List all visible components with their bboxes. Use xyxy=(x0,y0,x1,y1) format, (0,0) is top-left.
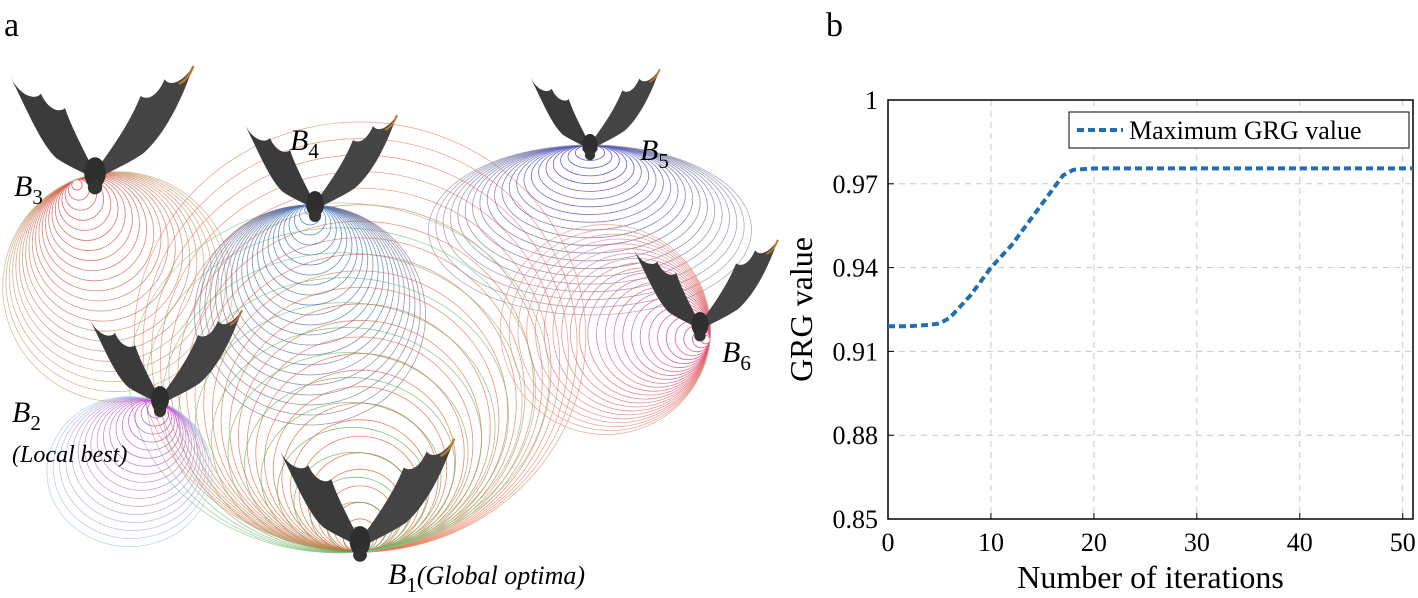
y-tick-label: 0.85 xyxy=(833,505,879,534)
bat-note: (Local best) xyxy=(12,442,127,468)
search-circle xyxy=(209,204,411,396)
legend-box xyxy=(1068,111,1410,149)
search-circle xyxy=(500,224,711,435)
y-tick-label: 0.94 xyxy=(833,254,879,283)
bat-note: (Global optima) xyxy=(417,561,585,590)
bat-index: 1 xyxy=(406,573,417,593)
search-circles xyxy=(2,121,752,554)
search-circle xyxy=(220,204,400,376)
x-tick-label: 0 xyxy=(882,528,895,557)
search-circle xyxy=(2,171,234,403)
x-tick-label: 10 xyxy=(978,528,1004,557)
bat-label: B2 xyxy=(12,396,41,435)
y-tick-label: 0.88 xyxy=(833,421,879,450)
search-circle xyxy=(241,204,379,336)
x-tick-label: 50 xyxy=(1390,528,1416,557)
search-circle xyxy=(464,144,716,277)
x-tick-label: 20 xyxy=(1081,528,1107,557)
bat-b4 xyxy=(244,114,398,223)
bat-letter: B xyxy=(14,170,32,203)
panel-label: a xyxy=(4,7,19,44)
bat-label: B5 xyxy=(640,134,669,173)
bat-letter: B xyxy=(12,396,30,429)
line-series xyxy=(888,166,1413,329)
bat-index: 3 xyxy=(32,185,43,209)
x-tick-label: 30 xyxy=(1184,528,1210,557)
bat-b3 xyxy=(9,64,195,196)
y-tick-label: 1 xyxy=(865,86,878,115)
bat-label: B1(Global optima) xyxy=(388,558,585,593)
x-axis-label: Number of iterations xyxy=(1017,559,1284,593)
bat-letter: B xyxy=(388,558,406,591)
chart: 0 10 20 30 40 50 0.85 0.88 0.91 0.94 0.97 1 Number o… xyxy=(783,86,1416,595)
bat-b6 xyxy=(632,238,779,343)
bat-letter: B xyxy=(290,124,308,157)
bat-label: B6 xyxy=(722,336,751,375)
bat-index: 5 xyxy=(658,149,669,173)
plot-area xyxy=(888,100,1413,519)
bat-b2 xyxy=(89,309,243,418)
bat-letter: B xyxy=(640,134,658,167)
bat-index: 6 xyxy=(740,351,751,375)
bat-label: B3 xyxy=(14,170,43,209)
panel-label: b xyxy=(826,7,843,44)
legend-label: Maximum GRG value xyxy=(1129,116,1362,145)
y-tick-label: 0.97 xyxy=(833,170,879,199)
bat-index: 4 xyxy=(308,139,319,163)
search-circle xyxy=(596,277,711,392)
bat-index: 2 xyxy=(30,411,41,435)
x-tick-label: 40 xyxy=(1287,528,1313,557)
bat-label: B4 xyxy=(290,124,319,163)
plot-frame xyxy=(887,99,1414,520)
search-circle xyxy=(230,204,390,356)
search-circle xyxy=(46,396,213,548)
bat-letter: B xyxy=(722,336,740,369)
y-axis-label: GRG value xyxy=(783,237,819,382)
y-tick-label: 0.91 xyxy=(833,337,879,366)
